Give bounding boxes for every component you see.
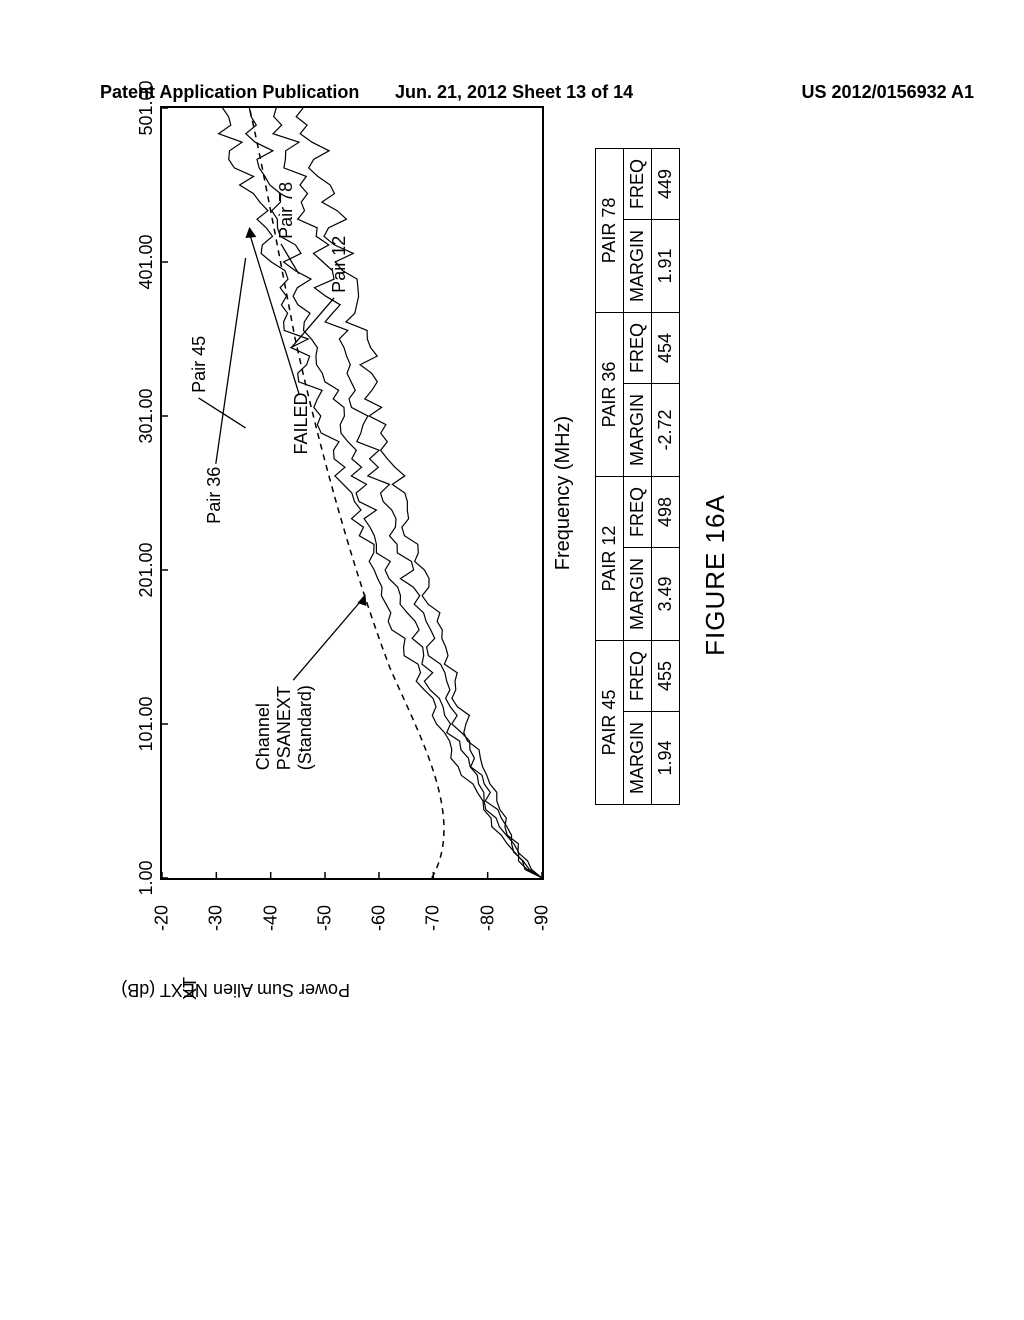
table-cell-freq: 449 — [652, 148, 680, 219]
table-col-freq: FREQ — [624, 640, 652, 711]
annotation-pair12: Pair 12 — [329, 236, 350, 293]
y-tick-label: -70 — [423, 906, 444, 931]
annotation-pair45: Pair 45 — [189, 336, 210, 393]
x-tick-label: 1.00 — [136, 860, 157, 895]
figure-container: XT Power Sum Alien NEXT (dB) 1.00101.002… — [160, 200, 1024, 950]
table-pair-header: PAIR 78 — [596, 148, 624, 312]
y-tick-label: -20 — [152, 906, 173, 931]
y-axis-title: Power Sum Alien NEXT (dB) — [121, 979, 350, 1000]
x-tick-label: 401.00 — [136, 234, 157, 289]
y-tick-label: -60 — [368, 906, 389, 931]
table-col-margin: MARGIN — [624, 712, 652, 805]
table-cell-freq: 454 — [652, 312, 680, 383]
x-tick-label: 301.00 — [136, 388, 157, 443]
annotation-standard: ChannelPSANEXT(Standard) — [253, 685, 316, 770]
table-cell-freq: 455 — [652, 640, 680, 711]
y-tick-label: -90 — [532, 906, 553, 931]
x-axis-title: Frequency (MHz) — [552, 108, 575, 878]
sheet-info: Jun. 21, 2012 Sheet 13 of 14 — [395, 82, 633, 103]
annotation-pair78: Pair 78 — [276, 182, 297, 239]
y-tick-label: -40 — [260, 906, 281, 931]
table-col-margin: MARGIN — [624, 219, 652, 312]
table-col-freq: FREQ — [624, 312, 652, 383]
annotation-failed: FAILED — [291, 392, 312, 454]
table-col-margin: MARGIN — [624, 383, 652, 476]
y-tick-label: -80 — [477, 906, 498, 931]
table-pair-header: PAIR 45 — [596, 640, 624, 804]
table-pair-header: PAIR 12 — [596, 476, 624, 640]
table-cell-margin: 1.94 — [652, 712, 680, 805]
table-col-freq: FREQ — [624, 148, 652, 219]
x-tick-label: 201.00 — [136, 542, 157, 597]
table-col-freq: FREQ — [624, 476, 652, 547]
publication-number: US 2012/0156932 A1 — [802, 82, 974, 103]
table-cell-margin: 1.91 — [652, 219, 680, 312]
table-cell-margin: -2.72 — [652, 383, 680, 476]
margin-freq-table: PAIR 45PAIR 12PAIR 36PAIR 78 MARGINFREQM… — [595, 148, 680, 805]
table-cell-freq: 498 — [652, 476, 680, 547]
chart-plot-area: 1.00101.00201.00301.00401.00501.00 -20-3… — [160, 106, 544, 880]
annotation-pair36: Pair 36 — [204, 467, 225, 524]
table-cell-margin: 3.49 — [652, 547, 680, 640]
pair78-line — [296, 108, 542, 878]
y-tick-label: -50 — [315, 906, 336, 931]
table-pair-header: PAIR 36 — [596, 312, 624, 476]
x-tick-label: 501.00 — [136, 80, 157, 135]
figure-caption: FIGURE 16A — [700, 200, 731, 950]
x-tick-label: 101.00 — [136, 696, 157, 751]
table-col-margin: MARGIN — [624, 547, 652, 640]
y-tick-label: -30 — [206, 906, 227, 931]
